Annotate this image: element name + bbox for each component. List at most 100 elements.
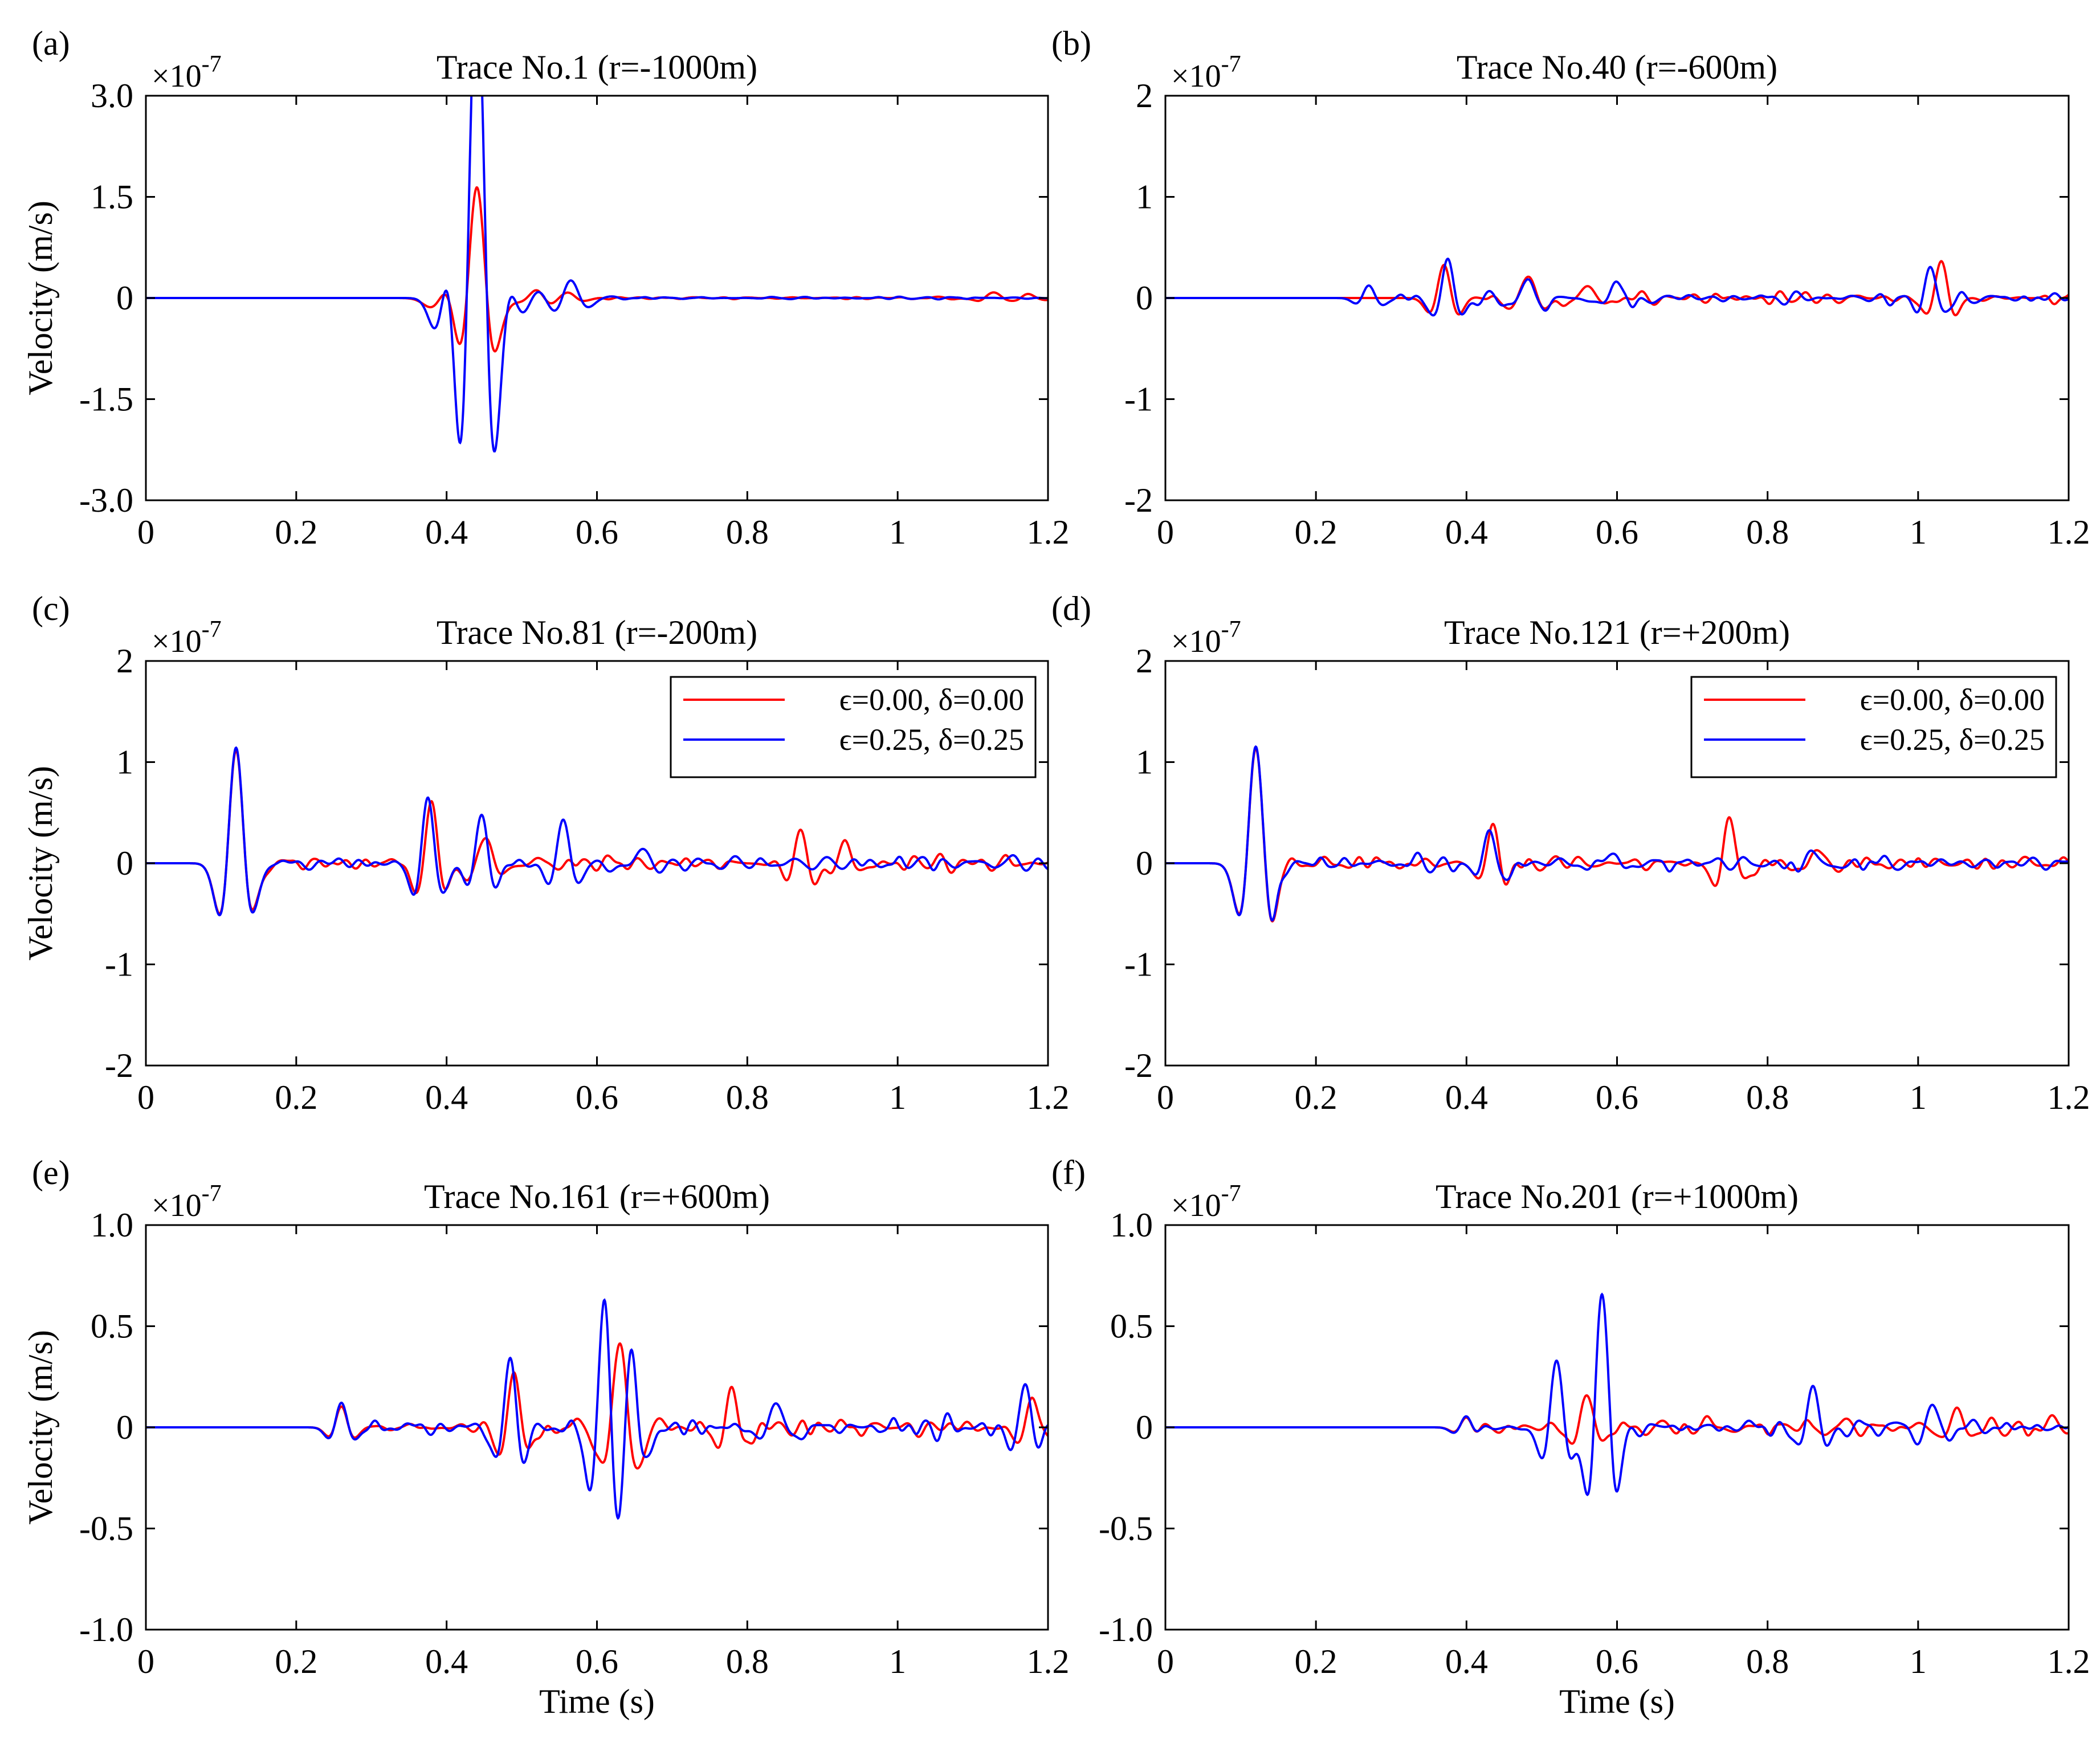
x-tick-label: 1.2 <box>1027 1643 1070 1680</box>
y-axis-label: Velocity (m/s) <box>22 766 59 961</box>
y-tick-label: -2 <box>1124 481 1153 519</box>
legend-entry: ϵ=0.00, δ=0.00 <box>1860 683 2045 717</box>
x-tick-label: 0.2 <box>275 1643 317 1680</box>
axis-exponent: ×10-7 <box>152 51 222 94</box>
x-tick-label: 1 <box>889 1079 906 1116</box>
axis-exponent: ×10-7 <box>1171 51 1241 94</box>
panel-d: 0 0.2 0.4 0.6 0.8 1 1.2 -2 -1 0 1 2 (d) ×10-7 Trace No… <box>1051 590 2090 1116</box>
x-tick-label: 0.6 <box>1596 1643 1638 1680</box>
x-tick-label: 1 <box>889 513 906 551</box>
axis-exponent-power: -7 <box>1221 51 1241 77</box>
y-tick-label: -2 <box>105 1047 133 1084</box>
x-tick-label: 0.8 <box>1746 1643 1789 1680</box>
axis-exponent-power: -7 <box>1221 1181 1241 1207</box>
x-tick-label: 0 <box>1157 1079 1174 1116</box>
series-line-isotropic <box>1165 746 2069 923</box>
x-tick-label: 0.6 <box>1596 513 1638 551</box>
panel-label: (b) <box>1051 25 1091 62</box>
y-tick-label: 2 <box>1136 77 1153 115</box>
x-tick-label: 0.4 <box>1445 513 1488 551</box>
x-tick-label: 0.8 <box>1746 1079 1789 1116</box>
series-line-anisotropic <box>146 1298 1048 1520</box>
y-tick-label: -2 <box>1124 1047 1153 1084</box>
y-tick-label: -1.0 <box>79 1611 133 1648</box>
y-tick-label: -1.0 <box>1099 1611 1153 1648</box>
y-tick-label: 1.5 <box>91 178 133 216</box>
x-tick-label: 1 <box>1910 1643 1927 1680</box>
x-tick-label: 1 <box>1910 1079 1927 1116</box>
x-axis-label: Time (s) <box>1559 1683 1675 1720</box>
y-tick-label: 1 <box>1136 744 1153 781</box>
panel-label: (e) <box>32 1154 70 1191</box>
series-line-isotropic <box>146 186 1048 353</box>
legend: ϵ=0.00, δ=0.00 ϵ=0.25, δ=0.25 <box>670 676 1037 778</box>
x-tick-label: 0 <box>137 1643 154 1680</box>
series-line-anisotropic <box>1165 1292 2069 1496</box>
y-tick-label: -0.5 <box>79 1510 133 1548</box>
x-tick-label: 0.2 <box>1295 1079 1338 1116</box>
x-tick-label: 0.8 <box>726 1643 769 1680</box>
y-tick-label: 0.5 <box>91 1308 133 1345</box>
x-tick-label: 0.4 <box>425 1079 468 1116</box>
panel-f: 0 0.2 0.4 0.6 0.8 1 1.2 -1.0 -0.5 0 0.5 1.0 (f) ×10-7… <box>1051 1154 2090 1720</box>
x-tick-label: 1 <box>1910 513 1927 551</box>
x-tick-label: 0.6 <box>576 1643 618 1680</box>
x-tick-label: 1.2 <box>1027 1079 1070 1116</box>
x-tick-label: 0.4 <box>425 1643 468 1680</box>
x-tick-label: 0 <box>137 513 154 551</box>
legend-entry: ϵ=0.25, δ=0.25 <box>1860 723 2045 757</box>
axis-exponent-power: -7 <box>202 51 222 77</box>
axis-exponent: ×10-7 <box>152 1181 222 1223</box>
y-tick-label: 0.5 <box>1110 1308 1153 1345</box>
x-tick-label: 0.8 <box>1746 513 1789 551</box>
chart-title: Trace No.1 (r=-1000m) <box>437 48 757 86</box>
x-tick-label: 0 <box>1157 1643 1174 1680</box>
x-tick-label: 0.8 <box>726 1079 769 1116</box>
y-tick-label: -1.5 <box>79 381 133 418</box>
axis-exponent: ×10-7 <box>1171 1181 1241 1223</box>
legend-box <box>1690 676 2057 778</box>
x-tick-label: 1.2 <box>2048 1643 2090 1680</box>
legend-box <box>670 676 1037 778</box>
legend-entry: ϵ=0.25, δ=0.25 <box>839 723 1024 757</box>
x-tick-label: 0.2 <box>1295 1643 1338 1680</box>
series-line-isotropic <box>1165 1394 2069 1445</box>
x-tick-label: 1 <box>889 1643 906 1680</box>
y-tick-label: 0 <box>116 1409 133 1446</box>
x-tick-label: 0.6 <box>576 1079 618 1116</box>
x-tick-label: 0.2 <box>1295 513 1338 551</box>
axis-exponent-power: -7 <box>202 1181 222 1207</box>
legend: ϵ=0.00, δ=0.00 ϵ=0.25, δ=0.25 <box>1690 676 2057 778</box>
y-tick-label: 0 <box>1136 1409 1153 1446</box>
axis-exponent: ×10-7 <box>1171 617 1241 659</box>
x-tick-label: 0.4 <box>1445 1643 1488 1680</box>
chart-title: Trace No.161 (r=+600m) <box>424 1178 770 1215</box>
y-tick-label: -1 <box>105 946 133 983</box>
axis-exponent-power: -7 <box>202 617 222 643</box>
x-tick-label: 0.4 <box>425 513 468 551</box>
panel-a: 0 0.2 0.4 0.6 0.8 1 1.2 -3.0 -1.5 0 1.5 3.0 (a) ×10-7… <box>22 25 1070 551</box>
y-tick-label: 1 <box>1136 178 1153 216</box>
chart-title: Trace No.121 (r=+200m) <box>1444 614 1790 651</box>
y-tick-label: 3.0 <box>91 77 133 115</box>
panel-label: (f) <box>1051 1154 1086 1191</box>
y-tick-label: 2 <box>116 642 133 680</box>
x-tick-label: 0 <box>137 1079 154 1116</box>
y-tick-label: 0 <box>1136 844 1153 882</box>
axis-exponent-power: -7 <box>1221 617 1241 643</box>
series-line-anisotropic <box>1165 745 2069 922</box>
y-tick-label: 0 <box>116 279 133 317</box>
y-tick-label: 2 <box>1136 642 1153 680</box>
y-tick-label: 0 <box>116 844 133 882</box>
y-tick-label: -1 <box>1124 946 1153 983</box>
panel-c: 0 0.2 0.4 0.6 0.8 1 1.2 -2 -1 0 1 2 (c) ×10-7 Trace No… <box>22 590 1070 1116</box>
axis-exponent: ×10-7 <box>152 617 222 659</box>
x-tick-label: 0.8 <box>726 513 769 551</box>
x-tick-label: 1.2 <box>2048 513 2090 551</box>
x-axis-label: Time (s) <box>539 1683 655 1720</box>
x-tick-label: 0.6 <box>576 513 618 551</box>
x-tick-label: 0.2 <box>275 1079 317 1116</box>
y-tick-label: -1 <box>1124 381 1153 418</box>
y-tick-label: 1.0 <box>1110 1206 1153 1244</box>
